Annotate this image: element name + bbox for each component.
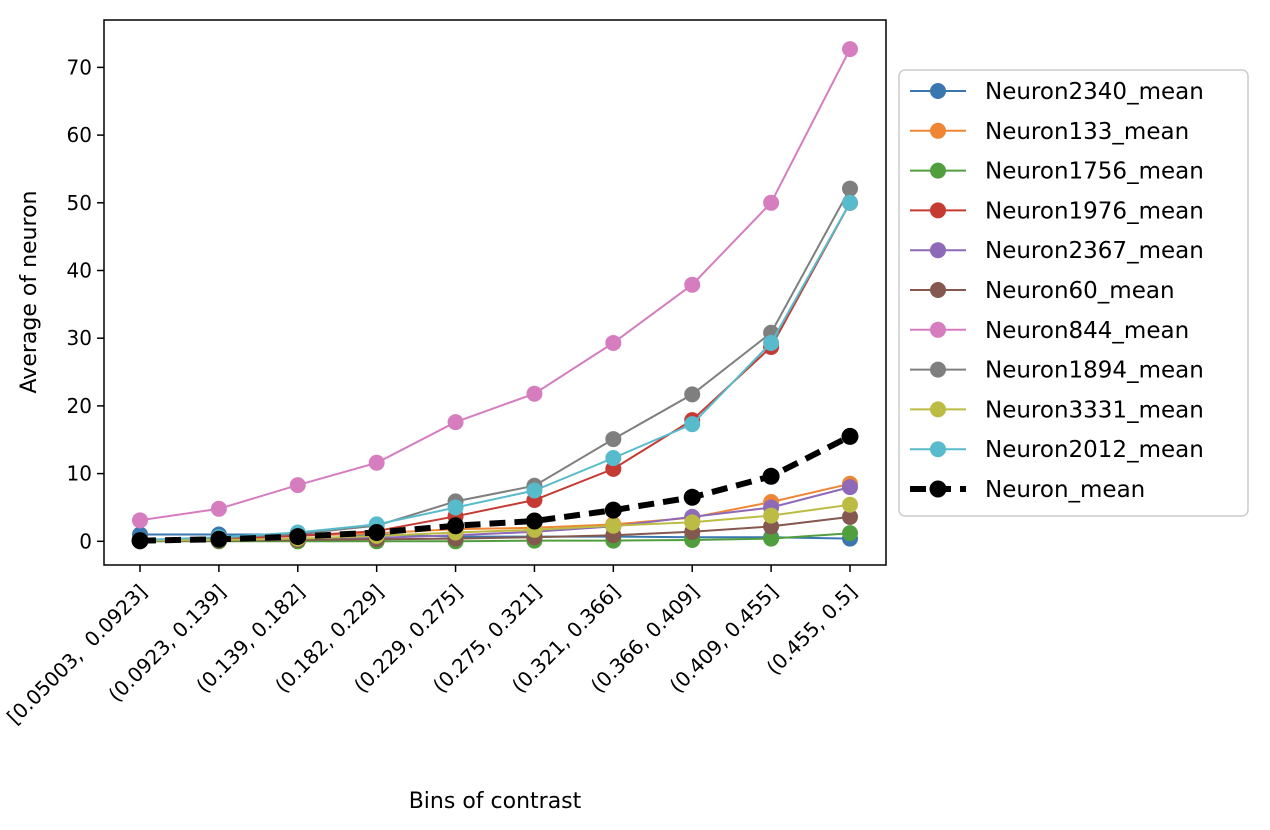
series-line: [139, 202, 851, 541]
data-point: [210, 530, 228, 548]
series-Neuron_mean: [131, 427, 859, 550]
legend-label: Neuron60_mean: [985, 278, 1175, 304]
data-point: [763, 194, 780, 211]
data-point: [684, 276, 701, 293]
series-line: [139, 503, 851, 542]
series-line: [139, 433, 852, 544]
x-axis-label: Bins of contrast: [409, 789, 582, 814]
series-line: [139, 188, 851, 541]
data-point: [368, 454, 385, 471]
legend-marker: [930, 441, 946, 458]
data-point: [763, 334, 780, 351]
data-point: [684, 416, 701, 433]
legend-label: Neuron3331_mean: [985, 397, 1204, 423]
data-point: [210, 500, 227, 517]
y-tick-label: 60: [67, 123, 92, 147]
data-point: [605, 334, 622, 351]
data-point: [447, 517, 465, 535]
legend-marker: [930, 83, 946, 99]
data-point: [604, 501, 622, 519]
legend-marker: [930, 162, 946, 179]
data-point: [605, 517, 622, 534]
y-axis: 0 10 20 30 40 50 60 70: [67, 55, 104, 553]
data-point: [447, 499, 464, 516]
legend-marker: [930, 361, 946, 378]
data-point: [842, 194, 858, 211]
legend-marker: [930, 321, 946, 338]
legend-label: Neuron133_mean: [985, 119, 1189, 145]
y-tick-label: 0: [79, 529, 92, 553]
y-tick-label: 70: [67, 55, 92, 79]
data-point: [842, 525, 858, 542]
legend-label: Neuron2012_mean: [985, 437, 1204, 463]
legend-label: Neuron_mean: [985, 477, 1145, 503]
series-line: [139, 48, 851, 522]
data-point: [605, 431, 622, 448]
legend-marker: [930, 282, 946, 298]
legend-marker: [930, 202, 946, 219]
legend-label: Neuron1756_mean: [985, 159, 1204, 185]
data-point: [683, 488, 701, 506]
data-point: [289, 528, 307, 546]
data-point: [447, 414, 464, 431]
data-point: [368, 524, 386, 542]
data-point: [526, 385, 543, 402]
legend: Neuron2340_mean Neuron133_mean Neuron1756_…: [898, 69, 1249, 517]
legend-marker: [930, 242, 946, 259]
x-tick-label: [0.05003, 0.0923]: [2, 580, 151, 729]
data-point: [526, 482, 543, 499]
data-point: [684, 386, 701, 403]
legend-marker: [930, 122, 946, 139]
legend-label: Neuron844_mean: [985, 318, 1189, 344]
series-layer: [131, 41, 859, 550]
y-tick-label: 30: [67, 326, 92, 350]
legend-marker: [930, 401, 946, 418]
y-axis-label: Average of neuron: [17, 191, 42, 394]
data-point: [289, 477, 306, 494]
data-point: [763, 530, 780, 547]
y-tick-label: 10: [67, 462, 92, 486]
legend-label: Neuron2340_mean: [985, 79, 1204, 105]
data-point: [684, 514, 701, 531]
data-point: [131, 532, 149, 550]
y-tick-label: 50: [67, 191, 92, 215]
data-point: [605, 450, 622, 467]
y-tick-label: 20: [67, 394, 92, 418]
data-point: [132, 512, 148, 529]
x-axis: [0.05003, 0.0923](0.0923, 0.139](0.139, …: [2, 565, 862, 729]
legend-frame: [898, 69, 1249, 517]
data-point: [525, 512, 543, 530]
y-tick-label: 40: [67, 258, 92, 282]
data-point: [842, 479, 858, 496]
data-point: [842, 180, 858, 197]
data-point: [841, 427, 859, 445]
plot-area: [103, 19, 887, 566]
data-point: [842, 41, 858, 58]
legend-label: Neuron1894_mean: [985, 358, 1204, 384]
data-point: [842, 508, 858, 525]
series-Neuron844_mean: [132, 41, 858, 529]
data-point: [762, 467, 780, 485]
data-point: [842, 496, 858, 513]
data-point: [763, 507, 780, 524]
legend-label: Neuron2367_mean: [985, 238, 1204, 264]
legend-marker: [929, 480, 947, 498]
legend-label: Neuron1976_mean: [985, 198, 1204, 224]
